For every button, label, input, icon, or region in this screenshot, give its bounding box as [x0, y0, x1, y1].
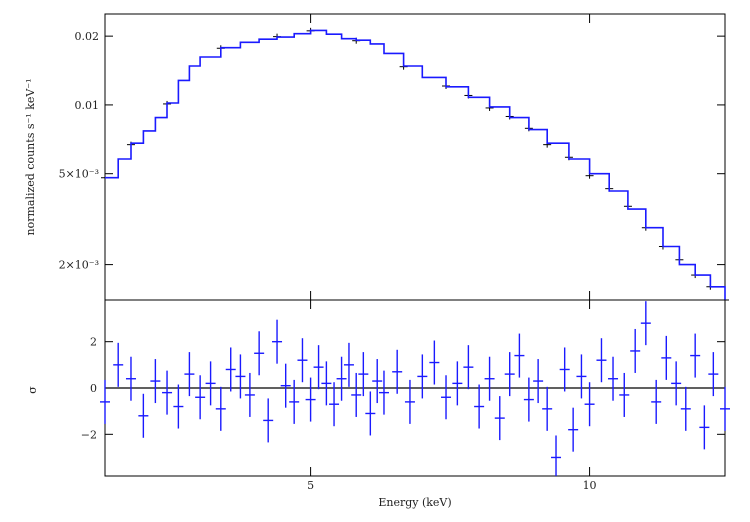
- residual-point: [584, 382, 595, 427]
- residual-point: [100, 379, 110, 424]
- residual-y-tick-label-1: 0: [90, 382, 97, 395]
- residual-points: [100, 301, 730, 476]
- residual-point: [336, 356, 347, 401]
- residual-point: [195, 375, 206, 420]
- residual-point: [205, 361, 216, 406]
- residual-point: [680, 386, 691, 431]
- residual-point: [708, 352, 719, 397]
- residual-point: [463, 345, 474, 390]
- residual-point: [173, 384, 184, 429]
- residual-y-axis-label: σ: [26, 386, 39, 394]
- residual-point: [225, 347, 236, 392]
- spectrum-y-tick-label-2: 5×10⁻³: [59, 168, 99, 181]
- residual-point: [184, 352, 195, 397]
- residual-point: [244, 372, 255, 417]
- residual-point: [533, 359, 544, 404]
- residual-y-ticks: 2 0 −2: [81, 336, 725, 441]
- residual-point: [113, 342, 124, 387]
- residual-point: [608, 356, 619, 401]
- residual-point: [484, 356, 495, 401]
- residual-point: [559, 347, 570, 392]
- spectrum-y-axis-label: normalized counts s⁻¹ keV⁻¹: [24, 78, 37, 235]
- residual-point: [215, 386, 226, 431]
- residual-point: [596, 338, 607, 383]
- residual-point: [289, 379, 300, 424]
- residual-point: [671, 361, 682, 406]
- residual-point: [365, 391, 376, 436]
- spectrum-x-ticks: [310, 14, 591, 300]
- residual-point: [321, 361, 332, 406]
- residual-point: [138, 393, 149, 438]
- spectrum-y-tick-label-3: 2×10⁻³: [59, 259, 99, 272]
- spectrum-panel-frame: [104, 13, 726, 301]
- residual-point: [392, 349, 403, 394]
- residual-point: [263, 398, 274, 443]
- residual-point: [358, 352, 369, 397]
- residual-point: [441, 375, 452, 420]
- residual-point: [372, 359, 383, 404]
- residual-point: [568, 407, 579, 452]
- residual-point: [640, 301, 651, 346]
- spectrum-y-ticks: 0.02 0.01 5×10⁻³ 2×10⁻³: [59, 30, 725, 272]
- residual-x-ticks: 5 10: [307, 300, 597, 492]
- spectrum-data-points: [101, 27, 729, 303]
- residual-point: [494, 396, 505, 441]
- residual-point: [690, 333, 701, 378]
- residual-point: [514, 333, 525, 378]
- residual-point: [305, 377, 316, 422]
- residual-point: [699, 405, 710, 450]
- residual-y-tick-label-2: −2: [81, 428, 97, 441]
- spectrum-y-tick-label-1: 0.01: [75, 99, 100, 112]
- residual-point: [619, 372, 630, 417]
- residual-point: [254, 331, 265, 376]
- spectrum-y-tick-label-0: 0.02: [75, 30, 100, 43]
- residual-point: [343, 342, 354, 387]
- residual-point: [720, 386, 730, 431]
- residual-point: [404, 379, 415, 424]
- x-tick-label-1: 10: [583, 479, 597, 492]
- residual-point: [523, 377, 534, 422]
- residual-point: [504, 352, 515, 397]
- residual-point: [150, 359, 161, 404]
- residual-point: [329, 382, 340, 427]
- x-tick-label-0: 5: [307, 479, 314, 492]
- residual-point: [542, 386, 553, 431]
- residual-y-tick-label-0: 2: [90, 336, 97, 349]
- residual-point: [235, 354, 246, 399]
- residual-point: [429, 340, 440, 385]
- residual-point: [452, 361, 463, 406]
- residual-point: [162, 370, 173, 415]
- residual-point: [630, 328, 641, 373]
- residual-point: [576, 354, 587, 399]
- residual-point: [351, 372, 362, 417]
- residual-point: [474, 384, 485, 429]
- residual-point: [125, 356, 136, 401]
- residual-point: [272, 319, 283, 364]
- residual-point: [551, 435, 562, 476]
- residual-point: [378, 370, 389, 415]
- residual-point: [313, 345, 324, 390]
- residual-point: [661, 335, 672, 380]
- spectrum-model-line: [105, 29, 726, 300]
- residual-point: [297, 338, 308, 383]
- x-axis-label: Energy (keV): [378, 496, 451, 509]
- residual-point: [651, 379, 662, 424]
- residual-point: [417, 354, 428, 399]
- residual-point: [280, 363, 291, 408]
